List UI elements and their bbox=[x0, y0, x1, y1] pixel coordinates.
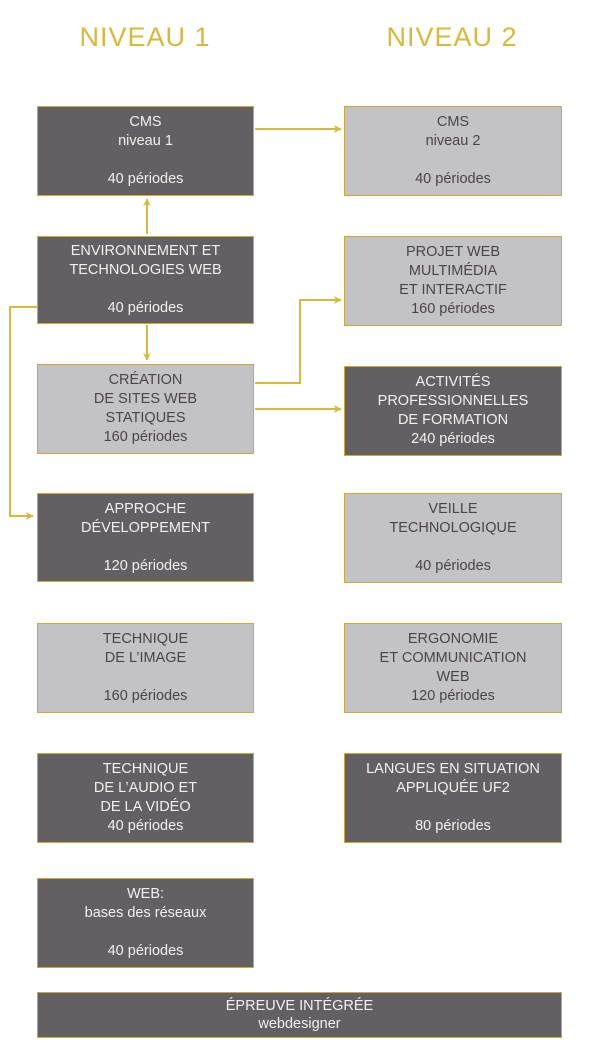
module-line: CMS bbox=[129, 114, 162, 130]
module-line: PROFESSIONNELLES bbox=[377, 393, 529, 409]
module-approche-developpement: APPROCHE DÉVELOPPEMENT 120 périodes bbox=[37, 493, 254, 582]
module-line: CMS bbox=[436, 114, 470, 130]
module-ergonomie-communication-web: ERGONOMIE ET COMMUNICATION WEB 120 pério… bbox=[344, 623, 562, 713]
module-line: CRÉATION bbox=[108, 372, 183, 388]
module-line: WEB bbox=[436, 669, 470, 685]
module-line: DÉVELOPPEMENT bbox=[81, 519, 210, 536]
module-line: TECHNOLOGIES WEB bbox=[69, 262, 222, 278]
module-periods: 40 périodes bbox=[107, 300, 184, 316]
module-technique-image: TECHNIQUE DE L’IMAGE 160 périodes bbox=[37, 623, 254, 713]
module-line: TECHNOLOGIQUE bbox=[389, 520, 517, 536]
module-veille-technologique: VEILLE TECHNOLOGIQUE 40 périodes bbox=[344, 493, 562, 583]
module-line: PROJET WEB bbox=[406, 244, 500, 260]
module-periods: 40 périodes bbox=[107, 943, 184, 959]
epreuve-integree-webdesigner: ÉPREUVE INTÉGRÉE webdesigner bbox=[37, 992, 562, 1038]
module-line: TECHNIQUE bbox=[102, 631, 189, 647]
arrow-env-to-approche bbox=[9, 306, 37, 520]
module-line: STATIQUES bbox=[105, 410, 186, 426]
module-line: niveau 1 bbox=[118, 133, 173, 149]
module-cms-niveau-1: CMS niveau 1 40 périodes bbox=[37, 106, 254, 196]
module-periods: 240 périodes bbox=[411, 431, 495, 447]
module-projet-web-multimedia: PROJET WEB MULTIMÉDIA ET INTERACTIF 160 … bbox=[344, 236, 562, 326]
module-activites-professionnelles: ACTIVITÉS PROFESSIONNELLES DE FORMATION … bbox=[344, 366, 562, 456]
module-line: ET COMMUNICATION bbox=[379, 650, 527, 666]
arrow-creation-to-projet bbox=[255, 296, 342, 384]
module-line: ENVIRONNEMENT ET bbox=[70, 243, 221, 259]
module-line: DE LA VIDÉO bbox=[100, 799, 191, 815]
module-periods: 160 périodes bbox=[103, 429, 188, 445]
module-periods: 120 périodes bbox=[411, 688, 495, 704]
module-line: APPROCHE bbox=[104, 500, 187, 517]
module-line: niveau 2 bbox=[425, 133, 481, 149]
module-line: DE L’AUDIO ET bbox=[93, 780, 198, 796]
module-line: APPLIQUÉE UF2 bbox=[396, 780, 510, 796]
module-line: DE SITES WEB bbox=[93, 391, 198, 407]
module-cms-niveau-2: CMS niveau 2 40 périodes bbox=[344, 106, 562, 196]
module-environnement-technologies-web: ENVIRONNEMENT ET TECHNOLOGIES WEB 40 pér… bbox=[37, 236, 254, 324]
module-periods: 80 périodes bbox=[415, 818, 491, 834]
module-periods: 160 périodes bbox=[103, 688, 188, 704]
module-periods: 40 périodes bbox=[415, 171, 491, 187]
module-line: DE FORMATION bbox=[397, 412, 509, 428]
level-2-title: NIVEAU 2 bbox=[386, 22, 518, 52]
module-line: MULTIMÉDIA bbox=[408, 263, 498, 279]
module-periods: 40 périodes bbox=[107, 171, 184, 187]
module-periods: 40 périodes bbox=[415, 558, 491, 574]
module-creation-sites-web-statiques: CRÉATION DE SITES WEB STATIQUES 160 péri… bbox=[37, 364, 254, 454]
final-title: ÉPREUVE INTÉGRÉE bbox=[225, 998, 374, 1014]
module-line: TECHNIQUE bbox=[102, 761, 189, 777]
module-line: ACTIVITÉS bbox=[415, 374, 491, 390]
module-periods: 40 périodes bbox=[107, 818, 184, 834]
module-technique-audio-video: TECHNIQUE DE L’AUDIO ET DE LA VIDÉO 40 p… bbox=[37, 753, 254, 843]
module-line: LANGUES EN SITUATION bbox=[366, 761, 540, 777]
module-langues-en-situation: LANGUES EN SITUATION APPLIQUÉE UF2 80 pé… bbox=[344, 753, 562, 843]
module-line: DE L’IMAGE bbox=[104, 650, 187, 666]
module-web-bases-reseaux: WEB: bases des réseaux 40 périodes bbox=[37, 878, 254, 968]
level-1-title: NIVEAU 1 bbox=[79, 22, 211, 52]
module-periods: 160 périodes bbox=[411, 301, 495, 317]
module-line: VEILLE bbox=[428, 501, 478, 517]
module-line: bases des réseaux bbox=[84, 905, 207, 921]
final-subtitle: webdesigner bbox=[258, 1016, 341, 1032]
module-line: ET INTERACTIF bbox=[399, 282, 507, 298]
module-line: WEB: bbox=[126, 886, 165, 902]
module-periods: 120 périodes bbox=[103, 557, 188, 574]
module-line: ERGONOMIE bbox=[407, 631, 499, 647]
